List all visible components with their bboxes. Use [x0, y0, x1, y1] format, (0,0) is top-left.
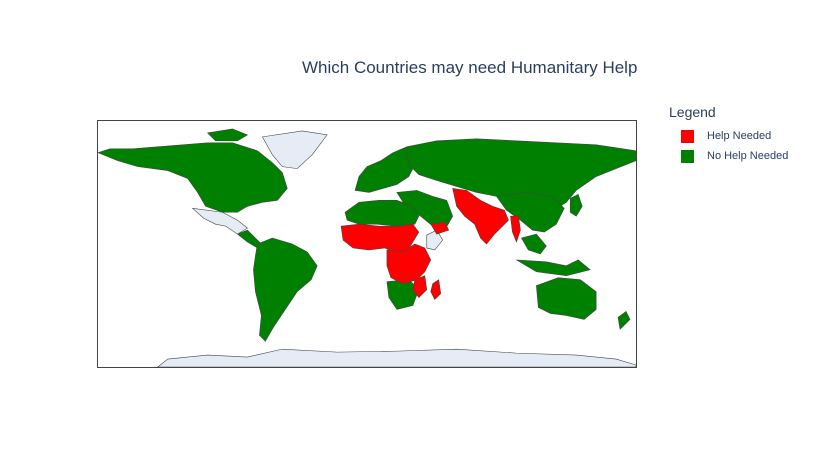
legend-label-no-help-needed: No Help Needed	[707, 150, 789, 162]
south-america	[253, 237, 318, 342]
world-map[interactable]	[97, 120, 637, 368]
myanmar	[510, 215, 521, 243]
yemen	[430, 221, 450, 235]
canada-islands	[206, 128, 249, 142]
legend-item-no-help-needed[interactable]: No Help Needed	[669, 146, 788, 166]
chart-title: Which Countries may need Humanitary Help	[302, 58, 638, 77]
legend-item-help-needed[interactable]: Help Needed	[669, 126, 788, 146]
australia	[536, 277, 597, 320]
south-asia	[452, 188, 509, 245]
mozambique	[412, 275, 428, 299]
china-east-asia	[495, 192, 565, 233]
new-zealand	[617, 310, 631, 330]
legend-title: Legend	[669, 104, 716, 120]
legend: Legend Help Needed No Help Needed	[669, 104, 788, 166]
japan	[569, 193, 583, 217]
world-map-svg	[98, 128, 636, 367]
legend-swatch-help-needed	[681, 129, 694, 143]
north-america	[98, 142, 288, 213]
mexico	[191, 207, 248, 235]
russia-asia	[406, 138, 636, 213]
southeast-asia	[516, 233, 591, 277]
legend-label-help-needed: Help Needed	[707, 130, 772, 142]
east-central-africa	[386, 243, 432, 284]
antarctica	[157, 348, 636, 367]
legend-swatch-no-help-needed	[681, 149, 694, 163]
greenland	[261, 130, 328, 169]
north-africa	[344, 200, 420, 227]
madagascar	[430, 279, 442, 301]
